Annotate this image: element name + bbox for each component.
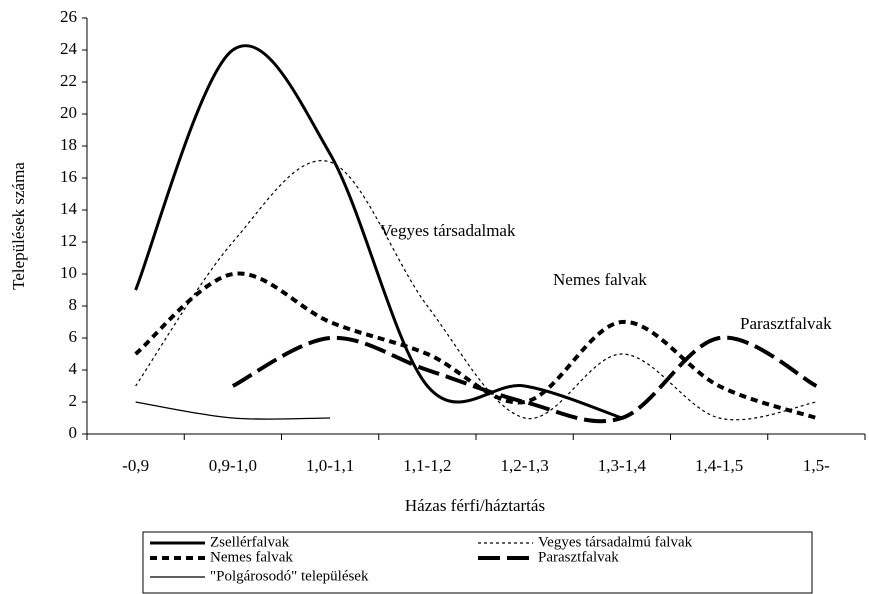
legend-label: "Polgárosodó" települések xyxy=(210,568,369,584)
x-axis-label: Házas férfi/háztartás xyxy=(405,496,545,515)
legend: Zsellérfalvak Vegyes társadalmú falvak Nem… xyxy=(150,534,693,584)
legend-label: Vegyes társadalmú falvak xyxy=(538,534,693,550)
x-tick-label: 0,9-1,0 xyxy=(209,456,257,475)
x-tick-label: -0,9 xyxy=(122,456,149,475)
legend-box xyxy=(142,531,813,594)
y-tick-label: 8 xyxy=(69,295,78,314)
line-series xyxy=(134,271,817,420)
annotation: Parasztfalvak xyxy=(740,314,832,333)
y-tick-label: 6 xyxy=(69,327,78,346)
x-tick-label: 1,5- xyxy=(803,456,830,475)
y-tick-label: 26 xyxy=(60,7,77,26)
annotation: Vegyes társadalmak xyxy=(380,221,516,240)
y-tick-label: 16 xyxy=(60,167,77,186)
y-tick-label: 4 xyxy=(69,359,78,378)
x-tick-label: 1,3-1,4 xyxy=(598,456,647,475)
legend-label: Nemes falvak xyxy=(210,549,293,565)
y-tick-label: 24 xyxy=(60,39,78,58)
x-tick-label: 1,2-1,3 xyxy=(501,456,549,475)
y-tick-label: 18 xyxy=(60,135,77,154)
y-tick-label: 22 xyxy=(60,71,77,90)
y-tick-label: 0 xyxy=(69,423,78,442)
y-axis-label: Települések száma xyxy=(9,162,28,290)
y-tick-label: 20 xyxy=(60,103,77,122)
line-series xyxy=(231,335,818,424)
y-tick-label: 2 xyxy=(69,391,78,410)
x-tick-label: 1,4-1,5 xyxy=(695,456,743,475)
line-series xyxy=(135,160,817,421)
legend-label: Parasztfalvak xyxy=(538,549,619,565)
y-tick-label: 14 xyxy=(60,199,78,218)
y-tick-label: 10 xyxy=(60,263,77,282)
line-series xyxy=(134,44,623,420)
y-tick-label: 12 xyxy=(60,231,77,250)
annotation: Nemes falvak xyxy=(553,270,647,289)
x-tick-label: 1,0-1,1 xyxy=(306,456,354,475)
line-series xyxy=(135,401,331,420)
x-tick-label: 1,1-1,2 xyxy=(403,456,451,475)
legend-label: Zsellérfalvak xyxy=(210,534,290,550)
